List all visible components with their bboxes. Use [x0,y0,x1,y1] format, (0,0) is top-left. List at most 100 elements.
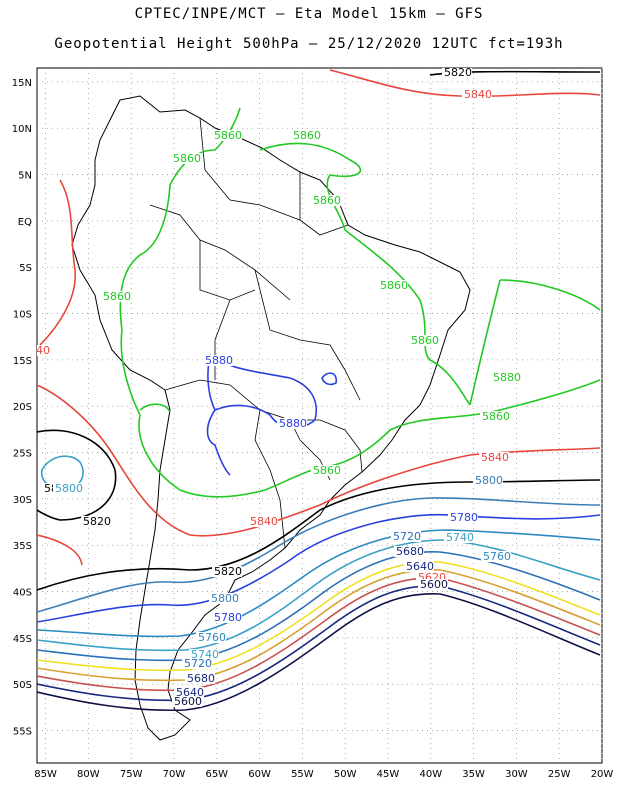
lat-tick-label: 40S [13,588,32,599]
contour-label: 5820 [83,515,111,528]
contour-label-bg [185,673,215,684]
lat-tick-label: 30S [13,495,32,506]
contour-label: 5780 [214,611,242,624]
contour-label-bg [277,418,307,429]
lat-tick-label: 5N [18,171,32,182]
contour-labels: 5820 5840 5860 5860 5860 5860 5860 5860 5860 5880… [36,66,521,708]
contour-label-bg [172,696,202,707]
contour-label-bg [378,280,408,291]
contour-label: 5820 [444,66,472,79]
contour-label-bg [81,516,111,527]
contour-label-bg [53,483,83,494]
contour-label: 5880 [279,417,307,430]
contour-label-bg [416,572,446,583]
contour-label-bg [391,531,421,542]
contour-label: 5720 [184,657,212,670]
contour-label: 5860 [380,279,408,292]
contour-label-bg [480,411,510,422]
country-borders [149,117,363,549]
contour-label: 5760 [483,550,511,563]
contour-label-bg [291,130,321,141]
contour-label-bg [209,593,239,604]
contour-label: 5640 [406,560,434,573]
contour-label: 5720 [393,530,421,543]
lat-tick-label: 25S [13,449,32,460]
lat-tick-label: 10S [13,310,32,321]
contour-label-bg [196,632,226,643]
contour-label-bg [481,551,511,562]
lon-tick-label: 85W [34,769,57,780]
contour-label-bg [101,291,131,302]
contour-label-bg [409,335,439,346]
contour-label: 5880 [205,354,233,367]
contour-label: 5680 [396,545,424,558]
contour-label: 5600 [420,578,448,591]
lon-tick-label: 20W [591,769,614,780]
lon-tick-label: 60W [248,769,271,780]
lon-tick-label: 75W [120,769,143,780]
lat-tick-label: 50S [13,680,32,691]
lat-tick-label: 10N [12,124,32,135]
contour-label: 5880 [493,371,521,384]
contour-label: 5680 [187,672,215,685]
contour-label-bg [212,130,242,141]
contour-label-bg [189,649,219,660]
contour-label-bg [442,68,472,78]
lon-tick-label: 40W [419,769,442,780]
lon-tick-label: 25W [548,769,571,780]
contour-label: 5860 [214,129,242,142]
contour-label-bg [37,345,50,356]
contour-label: 5740 [446,531,474,544]
contour-label-bg [444,532,474,543]
contour-label: 40 [36,344,50,357]
contour-label: 5840 [481,451,509,464]
lon-tick-label: 50W [334,769,357,780]
lat-tick-label: 20S [13,402,32,413]
contour-label-bg [182,658,212,669]
graticule [37,68,603,763]
contour-label-bg [479,452,509,463]
lon-tick-label: 65W [205,769,228,780]
lat-tick-label: 15N [12,78,32,89]
lon-tick-label: 55W [291,769,314,780]
contour-label-bg [462,89,492,100]
contour-label-bg [473,475,503,486]
map-title: CPTEC/INPE/MCT – Eta Model 15km – GFS [134,6,484,22]
contour-label: 5800 [211,592,239,605]
lat-tick-label: EQ [18,217,32,228]
lat-tick-label: 5S [19,263,32,274]
contour-label: 5840 [250,515,278,528]
contour-label: 5840 [464,88,492,101]
contour-label: 5860 [411,334,439,347]
contour-label-bg [404,561,434,572]
contour-label: 5860 [103,290,131,303]
lon-tick-label: 45W [377,769,400,780]
contour-label: 5640 [176,686,204,699]
contour-label: 5740 [191,648,219,661]
contour-label-bg [311,465,341,476]
lat-tick-label: 35S [13,541,32,552]
contour-label: 5600 [174,695,202,708]
longitude-labels: 85W 80W 75W 70W 65W 60W 55W 50W 45W 40W 35W 30W 25W 2… [34,769,613,780]
lon-tick-label: 35W [462,769,485,780]
contour-label-bg [311,195,341,206]
contour-label: 5820 [214,565,242,578]
contour-label: 5800 [55,482,83,495]
lat-tick-label: 55S [13,727,32,738]
contour-label-bg [212,566,242,577]
contour-label: 5860 [293,129,321,142]
lon-tick-label: 80W [77,769,100,780]
contour-label-bg [212,612,242,623]
latitude-labels: 15N 10N 5N EQ 5S 10S 15S 20S 25S 30S 35S 40S 45S 50S 5… [12,78,32,738]
contour-label-bg [448,512,478,523]
lat-tick-label: 45S [13,634,32,645]
contour-label: 5860 [313,464,341,477]
map-subtitle: Geopotential Height 500hPa – 25/12/2020 … [54,36,564,52]
lon-tick-label: 70W [163,769,186,780]
lon-tick-label: 30W [505,769,528,780]
contour-label-bg [171,153,201,164]
contour-label: 5860 [173,152,201,165]
contour-label-bg [174,687,204,698]
contour-label-bg [203,355,233,366]
